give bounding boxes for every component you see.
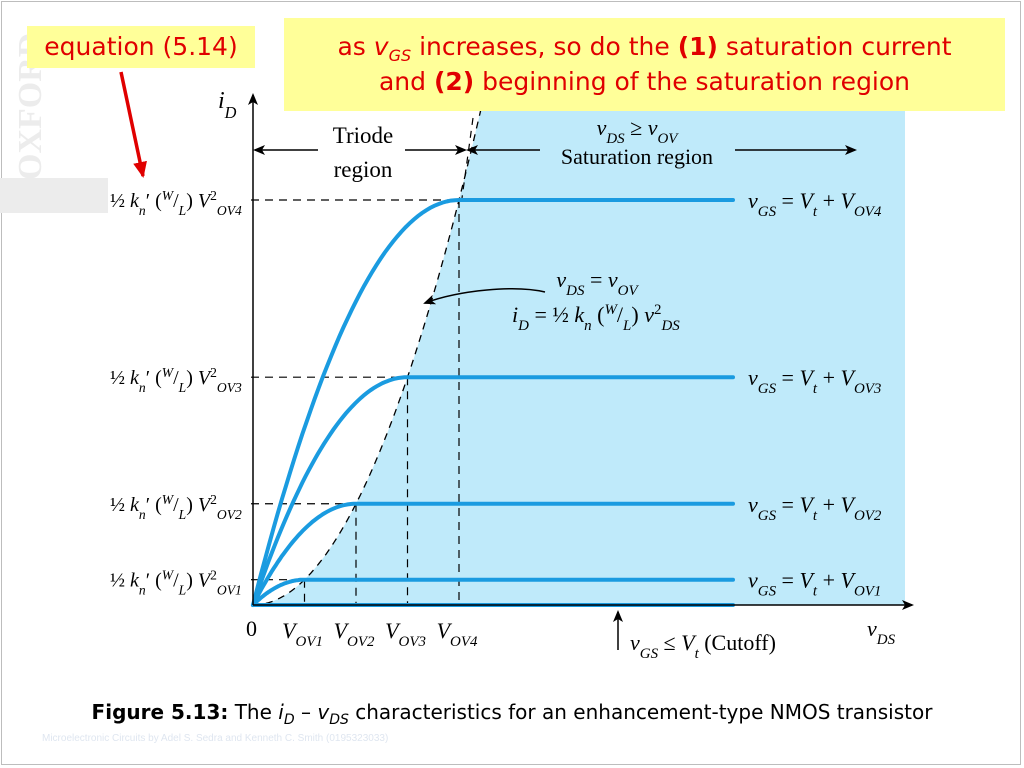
explanation-line-2: and (2) beginning of the saturation regi… — [378, 67, 911, 97]
x-tick-label-2: VOV2 — [334, 618, 375, 650]
explanation-callout: as vGS increases, so do the (1) saturati… — [284, 18, 1005, 111]
origin-label: 0 — [246, 616, 257, 641]
saturation-condition-label: vDS ≥ vOV — [597, 115, 680, 147]
boundary-equation-label: vDS = vOV — [556, 267, 639, 299]
x-tick-label-1: VOV1 — [282, 618, 323, 650]
explanation-line-1: as vGS increases, so do the (1) saturati… — [337, 32, 952, 66]
x-tick-label-3: VOV3 — [385, 618, 426, 650]
curve-series-2 — [251, 501, 735, 607]
curve-series-4 — [251, 198, 735, 607]
figure-caption: Figure 5.13: The iD – vDS characteristic… — [91, 700, 933, 728]
y-tick-label-4: ½ kn′ (W/L) V2OV4 — [110, 188, 242, 218]
x-axis-label: vDS — [867, 616, 896, 648]
equation-pointer-arrow — [119, 71, 147, 178]
curve-series-3 — [251, 375, 735, 607]
series-label-3: vGS = Vt + VOV3 — [748, 365, 881, 397]
series-label-2: vGS = Vt + VOV2 — [748, 492, 882, 524]
side-band — [0, 178, 108, 213]
curve-series-1 — [251, 577, 735, 607]
saturation-region-label: Saturation region — [561, 144, 713, 169]
triode-saturation-boundary — [252, 96, 485, 606]
equation-reference-text: equation (5.14) — [44, 32, 238, 62]
boundary-top-dash — [461, 117, 474, 199]
saturation-region-fill — [253, 97, 905, 605]
y-tick-label-2: ½ kn′ (W/L) V2OV2 — [110, 491, 242, 521]
y-tick-label-3: ½ kn′ (W/L) V2OV3 — [110, 365, 242, 395]
series-label-cutoff: vGS ≤ Vt (Cutoff) — [630, 630, 776, 662]
triode-region-label-2: region — [334, 157, 393, 182]
triode-region-label-1: Triode — [333, 123, 394, 148]
y-axis-label: iD — [218, 88, 237, 122]
credit-line: Microelectronic Circuits by Adel S. Sedr… — [42, 733, 389, 744]
boundary-current-label: iD = ½ kn (W/L) v2DS — [512, 302, 680, 334]
series-label-1: vGS = Vt + VOV1 — [748, 568, 881, 600]
x-tick-label-4: VOV4 — [437, 618, 478, 650]
series-label-4: vGS = Vt + VOV4 — [748, 188, 882, 220]
equation-reference-callout: equation (5.14) — [27, 26, 255, 68]
boundary-pointer-arrow — [423, 288, 546, 305]
y-tick-label-1: ½ kn′ (W/L) V2OV1 — [110, 567, 242, 597]
